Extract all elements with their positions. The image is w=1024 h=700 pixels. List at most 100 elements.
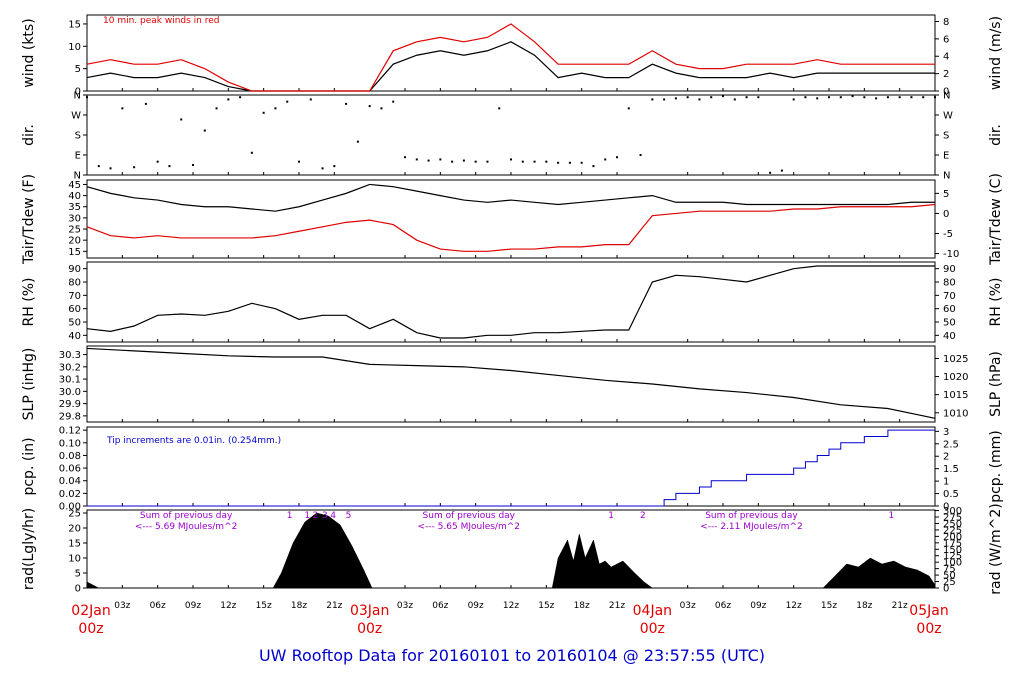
panel-6-ylabel-left: pcp. (in) (21, 437, 37, 495)
panel-2-series-1-point (722, 95, 724, 98)
panel-5-ytick-label-left: 29.8 (59, 411, 81, 422)
panel-7-ytick-label-right: 225 (943, 525, 962, 536)
panel-2-series-1-point (298, 160, 300, 163)
panel-2-series-1-point (121, 107, 124, 110)
x-day-hour-1: 00z (78, 621, 103, 637)
panel-1-ytick-label-left: 0 (75, 87, 81, 98)
panel-5-ylabel-right: SLP (hPa) (988, 351, 1004, 417)
panel-6-ytick-label-left: 0.04 (59, 476, 81, 487)
panel-3-ytick-label-right: 5 (943, 189, 949, 200)
precip-annotation: Tip increments are 0.01in. (0.254mm.) (106, 436, 281, 446)
panel-5-frame (86, 345, 936, 423)
panel-3-series-2-line (86, 203, 936, 252)
panel-5-ytick-label-left: 30.1 (59, 375, 81, 386)
panel-5-ytick-label-right: 1010 (943, 408, 968, 419)
panel-5-ytick-label-right: 1020 (943, 372, 968, 383)
x-hour-label: 06z (715, 601, 731, 611)
panel-3-ylabel-left: Tair/Tdew (F) (21, 174, 37, 265)
panel-6-ytick-label-right: 0 (943, 502, 949, 513)
panel-2-series-1-point (250, 151, 253, 154)
panel-3-ytick-label-right: -10 (943, 249, 959, 260)
panel-4-ytick-label-right: 60 (943, 304, 956, 315)
x-hour-label: 18z (856, 601, 872, 611)
panel-2-series-1-point (380, 107, 383, 110)
panel-3-ytick-label-left: 25 (68, 225, 81, 236)
panel-2-series-1-point (698, 98, 701, 101)
panel-1-ytick-label-left: 10 (68, 42, 81, 53)
rad-marker-2: 1 (304, 511, 310, 521)
panel-4-ylabel-left: RH (%) (21, 278, 37, 327)
x-hour-label: 03z (680, 601, 696, 611)
panel-2-series-1-point (309, 98, 312, 101)
panel-6-ytick-label-left: 0.08 (59, 451, 81, 462)
x-hour-label: 06z (432, 601, 448, 611)
x-hour-label: 12z (503, 601, 519, 611)
panel-4-ytick-label-left: 50 (68, 318, 81, 329)
panel-2-ytick-label-right: N (943, 91, 950, 102)
panel-2-series-1-point (639, 154, 642, 156)
panel-2-series-1-point (592, 165, 595, 168)
x-day-date-3: 04Jan (633, 603, 672, 619)
panel-2-series-1-point (568, 161, 571, 164)
panel-4-ytick-label-left: 70 (68, 291, 81, 302)
x-hour-label: 21z (609, 601, 625, 611)
panel-4-ytick-label-right: 40 (943, 331, 956, 342)
panel-2-series-1-point (510, 158, 512, 161)
panel-2-series-1-point (415, 158, 418, 161)
panel-2-series-1-point (769, 171, 772, 174)
panel-7-frame (86, 509, 936, 589)
panel-2-series-1-point (439, 158, 442, 161)
panel-2-series-1-point (474, 160, 477, 163)
panel-2-series-1-point (839, 96, 842, 99)
panel-2-series-1-point (404, 156, 406, 159)
x-hour-label: 09z (750, 601, 766, 611)
panel-4-ytick-label-right: 80 (943, 278, 956, 289)
x-day-date-2: 03Jan (350, 603, 389, 619)
panel-7-ytick-label-left: 20 (68, 524, 81, 535)
panel-2-series-1-point (321, 167, 324, 170)
panel-4-ytick-label-left: 90 (68, 264, 81, 275)
panel-2-ytick-label-right: W (943, 111, 953, 122)
panel-2-series-1-point (192, 164, 194, 166)
panel-2-series-1-point (757, 96, 760, 99)
panel-2-series-1-point (910, 96, 913, 99)
wind-annotation: 10 min. peak winds in red (103, 16, 220, 26)
panel-2-series-1-point (392, 100, 395, 103)
panel-2-series-1-point (286, 100, 289, 103)
panel-7-ytick-label-left: 15 (68, 539, 81, 550)
panel-6-ytick-label-right: 3 (943, 427, 949, 438)
panel-2-series-1-point (616, 156, 618, 159)
panel-2-series-1-point (580, 161, 583, 164)
panel-4-frame (86, 261, 936, 343)
panel-2-ylabel-left: dir. (21, 124, 37, 146)
panel-2-series-1-point (533, 160, 536, 163)
panel-3-ytick-label-left: 35 (68, 202, 81, 213)
panel-2-ytick-label-left: N (74, 171, 81, 182)
panel-4-ylabel-right: RH (%) (988, 278, 1004, 327)
panel-2-series-1-point (109, 167, 112, 170)
rad-marker-5: 4 (330, 511, 336, 521)
panel-1-ylabel-left: wind (kts) (21, 18, 37, 87)
panel-2-series-1-point (345, 102, 348, 105)
panel-3-ytick-label-left: 20 (68, 236, 81, 247)
panel-3-ytick-label-left: 15 (68, 247, 81, 258)
x-day-hour-3: 00z (640, 621, 665, 637)
panel-2-series-1-point (557, 161, 560, 164)
rad-sum-label-1: Sum of previous day (140, 511, 233, 521)
panel-2-series-1-point (792, 98, 795, 101)
panel-6-ytick-label-right: 2.5 (943, 439, 959, 450)
panel-2-series-1-point (651, 98, 654, 101)
panel-1-series-1-line (86, 41, 935, 92)
panel-5-ytick-label-right: 1015 (943, 390, 968, 401)
panel-1-ytick-label-right: 6 (943, 34, 949, 45)
panel-6-ytick-label-right: 1 (943, 477, 949, 488)
x-hour-label: 21z (326, 601, 342, 611)
panel-2-series-1-point (86, 96, 88, 99)
panel-7-ytick-label-right: 125 (943, 551, 962, 562)
panel-2-series-1-point (368, 105, 371, 108)
panel-2-series-1-point (486, 160, 489, 163)
panel-2-series-1-point (180, 118, 183, 121)
panel-7-ytick-label-right: 275 (943, 513, 962, 524)
panel-7-ytick-label-right: 50 (943, 571, 956, 582)
panel-6-ytick-label-right: 1.5 (943, 464, 959, 475)
